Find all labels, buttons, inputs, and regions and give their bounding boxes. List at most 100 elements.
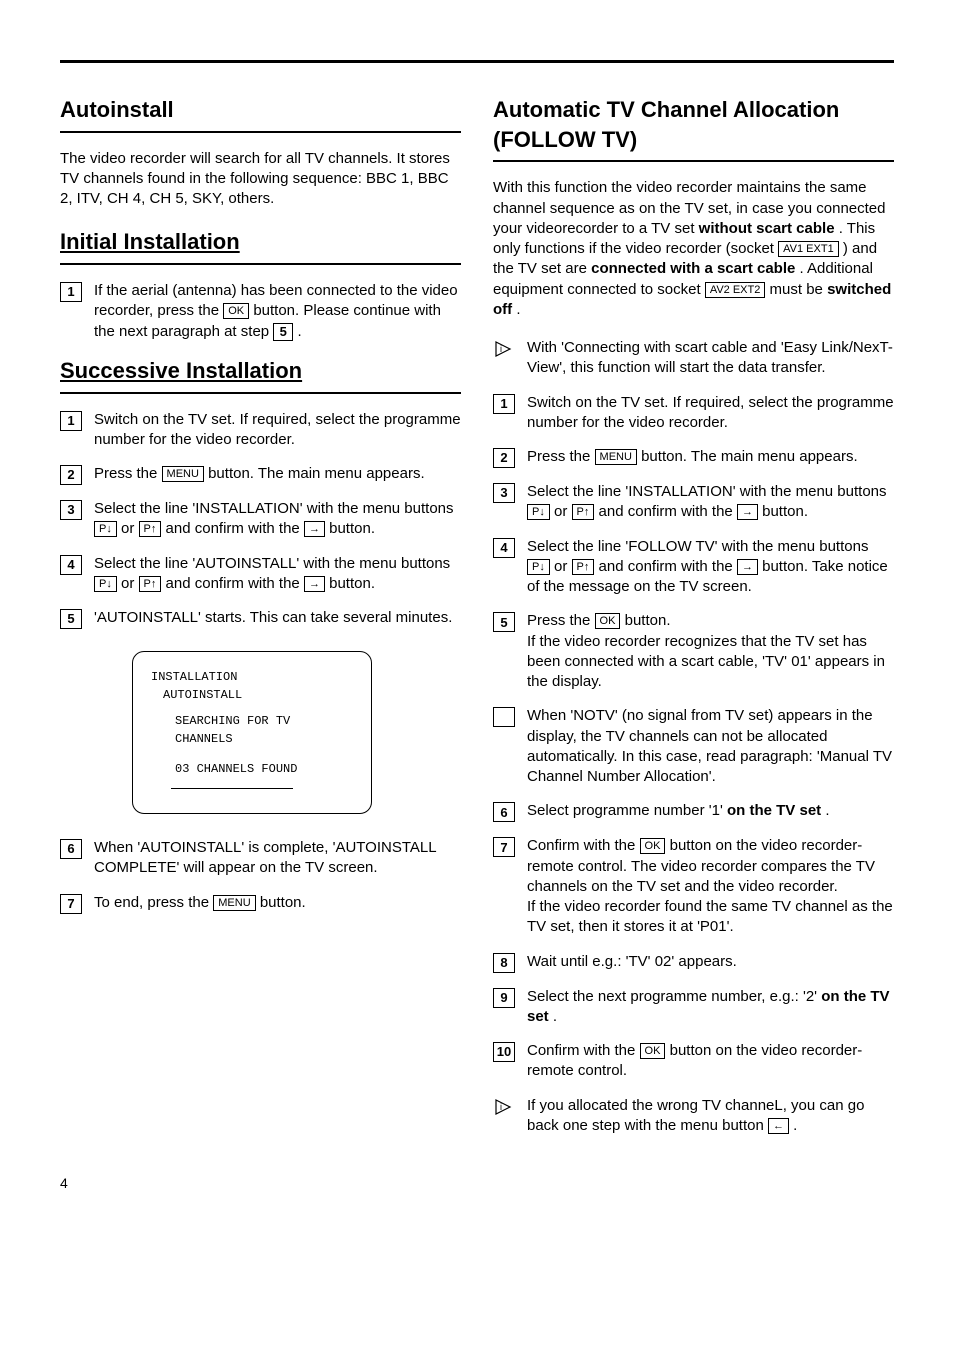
step-number: 1 xyxy=(60,411,82,431)
p-down-button-label: P↓ xyxy=(527,559,550,575)
p-down-button-label: P↓ xyxy=(94,576,117,592)
step-text: Select the line 'AUTOINSTALL' with the m… xyxy=(94,554,461,595)
succ-step-7: 7 To end, press the MENU button. xyxy=(60,893,461,914)
info-icon: i xyxy=(493,339,515,359)
text: and confirm with the xyxy=(599,558,737,575)
p-up-button-label: P↑ xyxy=(139,576,162,592)
page-number: 4 xyxy=(60,1174,894,1193)
ft-step-2: 2 Press the MENU button. The main menu a… xyxy=(493,447,894,468)
text: and confirm with the xyxy=(599,503,737,520)
ft-step-3: 3 Select the line 'INSTALLATION' with th… xyxy=(493,482,894,523)
text: Select the line 'INSTALLATION' with the … xyxy=(527,483,887,500)
succ-step-4: 4 Select the line 'AUTOINSTALL' with the… xyxy=(60,554,461,595)
screen-divider xyxy=(171,788,293,789)
info-icon: i xyxy=(493,1097,515,1117)
step-text: If the aerial (antenna) has been connect… xyxy=(94,281,461,342)
menu-button-label: MENU xyxy=(595,449,637,465)
text: and confirm with the xyxy=(166,575,304,592)
step-text: To end, press the MENU button. xyxy=(94,893,461,913)
step-text: When 'AUTOINSTALL' is complete, 'AUTOINS… xyxy=(94,838,461,879)
step-number: 4 xyxy=(60,555,82,575)
text: If you allocated the wrong TV channeL, y… xyxy=(527,1097,864,1134)
step-text: Select the line 'INSTALLATION' with the … xyxy=(94,499,461,540)
text: Press the xyxy=(94,465,162,482)
p-up-button-label: P↑ xyxy=(139,521,162,537)
succ-step-1: 1 Switch on the TV set. If required, sel… xyxy=(60,410,461,451)
right-button-label: → xyxy=(737,559,758,575)
step-number: 2 xyxy=(493,448,515,468)
step-text: Wait until e.g.: 'TV' 02' appears. xyxy=(527,952,894,972)
follow-tv-title: Automatic TV Channel Allocation (FOLLOW … xyxy=(493,95,894,162)
info-note-1: i With 'Connecting with scart cable and … xyxy=(493,338,894,379)
text: Press the xyxy=(527,612,595,629)
right-button-label: → xyxy=(737,504,758,520)
ft-step-7: 7 Confirm with the OK button on the vide… xyxy=(493,836,894,937)
text: and confirm with the xyxy=(166,520,304,537)
text: button. xyxy=(625,612,671,629)
text: or xyxy=(121,520,139,537)
left-button-label: ← xyxy=(768,1118,789,1134)
step-number: 6 xyxy=(493,802,515,822)
text: button. xyxy=(329,520,375,537)
screen-line: 03 CHANNELS FOUND xyxy=(151,760,353,778)
ok-button-label: OK xyxy=(595,613,621,629)
step-number: 4 xyxy=(493,538,515,558)
note-text: With 'Connecting with scart cable and 'E… xyxy=(527,338,894,379)
menu-button-label: MENU xyxy=(162,466,204,482)
screen-line: SEARCHING FOR TV CHANNELS xyxy=(151,712,353,748)
step-number-empty xyxy=(493,707,515,727)
init-step-1: 1 If the aerial (antenna) has been conne… xyxy=(60,281,461,342)
text: or xyxy=(554,558,572,575)
step-text: Select the line 'FOLLOW TV' with the men… xyxy=(527,537,894,598)
step-number: 1 xyxy=(493,394,515,414)
text: To end, press the xyxy=(94,894,213,911)
step-text: Press the MENU button. The main menu app… xyxy=(94,464,461,484)
step-ref-5: 5 xyxy=(273,323,293,341)
text: Select the line 'FOLLOW TV' with the men… xyxy=(527,538,868,555)
right-column: Automatic TV Channel Allocation (FOLLOW … xyxy=(493,87,894,1150)
follow-tv-intro: With this function the video recorder ma… xyxy=(493,178,894,320)
right-button-label: → xyxy=(304,576,325,592)
right-button-label: → xyxy=(304,521,325,537)
ft-step-4: 4 Select the line 'FOLLOW TV' with the m… xyxy=(493,537,894,598)
p-down-button-label: P↓ xyxy=(527,504,550,520)
step-number: 7 xyxy=(493,837,515,857)
step-number: 5 xyxy=(60,609,82,629)
step-text: Switch on the TV set. If required, selec… xyxy=(527,393,894,434)
note-text: If you allocated the wrong TV channeL, y… xyxy=(527,1096,894,1137)
screen-line: INSTALLATION xyxy=(151,668,353,686)
text: button. xyxy=(329,575,375,592)
step-number: 1 xyxy=(60,282,82,302)
succ-step-3: 3 Select the line 'INSTALLATION' with th… xyxy=(60,499,461,540)
text: button. xyxy=(260,894,306,911)
ok-button-label: OK xyxy=(640,1043,666,1059)
text: or xyxy=(554,503,572,520)
succ-step-6: 6 When 'AUTOINSTALL' is complete, 'AUTOI… xyxy=(60,838,461,879)
screen-line: AUTOINSTALL xyxy=(151,686,353,704)
succ-step-2: 2 Press the MENU button. The main menu a… xyxy=(60,464,461,485)
text: . xyxy=(297,323,301,340)
text: If the video recorder recognizes that th… xyxy=(527,633,885,691)
text: button. The main menu appears. xyxy=(208,465,425,482)
text: button. xyxy=(762,503,808,520)
ft-step-10: 10 Confirm with the OK button on the vid… xyxy=(493,1041,894,1082)
text: . xyxy=(793,1117,797,1134)
text: Select the line 'INSTALLATION' with the … xyxy=(94,500,454,517)
text: Select the next programme number, e.g.: … xyxy=(527,988,821,1005)
av2-socket-label: AV2 EXT2 xyxy=(705,282,766,298)
menu-button-label: MENU xyxy=(213,895,255,911)
text: . xyxy=(516,301,520,318)
ft-step-1: 1 Switch on the TV set. If required, sel… xyxy=(493,393,894,434)
text: If the video recorder found the same TV … xyxy=(527,898,893,935)
ft-step-6: 6 Select programme number '1' on the TV … xyxy=(493,801,894,822)
ft-step-8: 8 Wait until e.g.: 'TV' 02' appears. xyxy=(493,952,894,973)
p-up-button-label: P↑ xyxy=(572,559,595,575)
text: . xyxy=(825,802,829,819)
step-text: Confirm with the OK button on the video … xyxy=(527,836,894,937)
step-number: 6 xyxy=(60,839,82,859)
initial-installation-title: Initial Installation xyxy=(60,227,461,265)
p-up-button-label: P↑ xyxy=(572,504,595,520)
text: must be xyxy=(770,281,828,298)
page-top-rule xyxy=(60,60,894,63)
tv-screen-mockup: INSTALLATION AUTOINSTALL SEARCHING FOR T… xyxy=(132,651,372,814)
